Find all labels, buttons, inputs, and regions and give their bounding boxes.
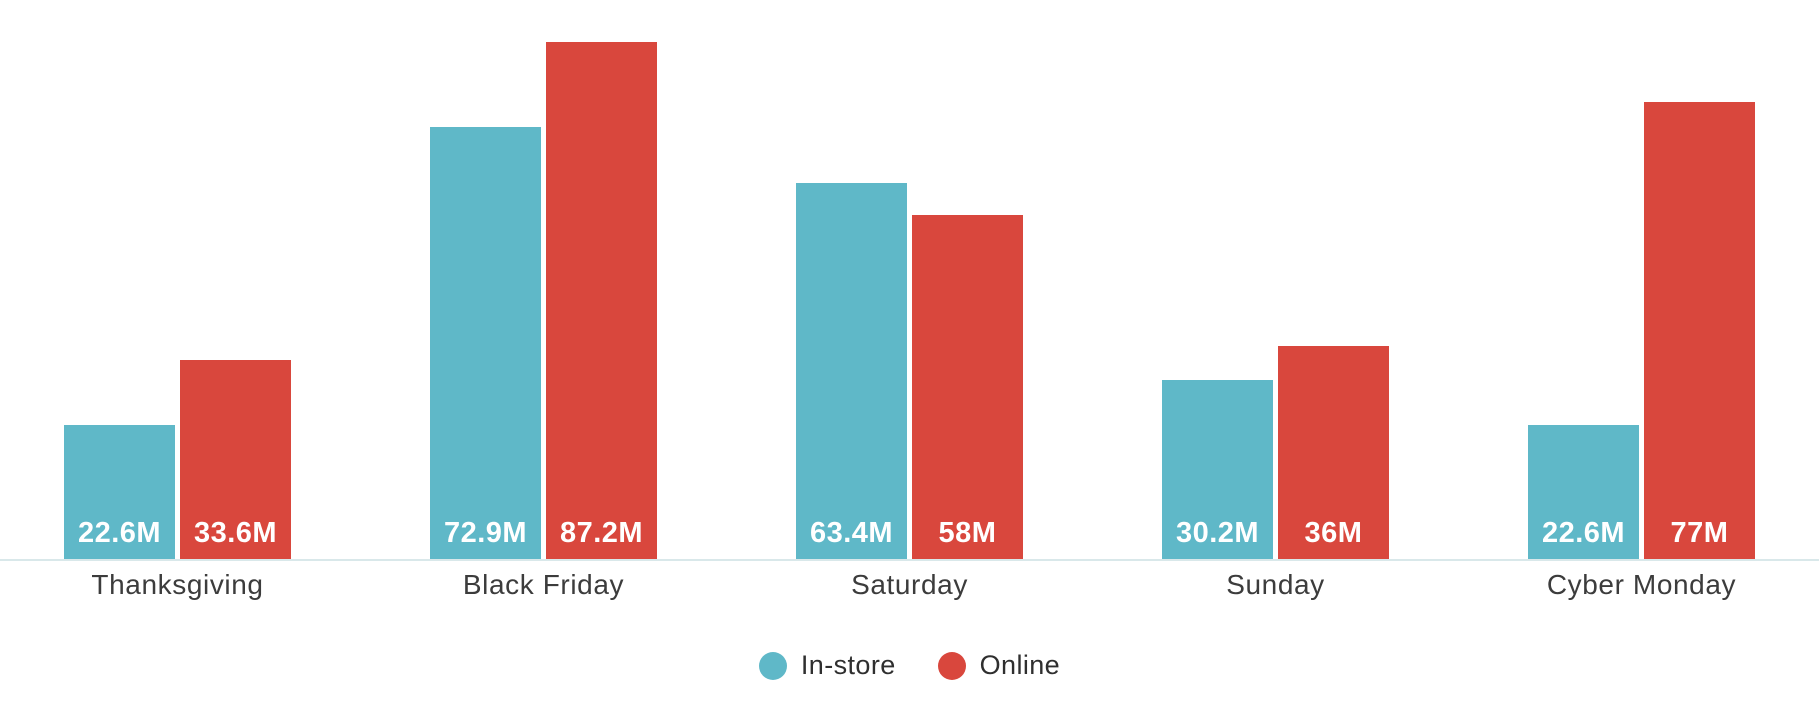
bar-in-store-thanksgiving: 22.6M [64,425,175,559]
bar-online-sunday: 36M [1278,346,1389,559]
category-label-thanksgiving: Thanksgiving [91,569,264,600]
bar-group-sunday: 30.2M 36M [1162,346,1389,559]
legend: In-store Online [0,650,1819,681]
legend-swatch-online [937,651,966,680]
category-axis: Thanksgiving Black Friday Saturday Sunday Cy… [0,569,1819,601]
bar-group-thanksgiving: 22.6M 33.6M [64,360,291,559]
bar-group-saturday: 63.4M 58M [796,183,1023,559]
bar-value-label: 72.9M [443,517,528,549]
category-label-cyber-monday: Cyber Monday [1546,569,1737,600]
legend-swatch-in-store [758,651,787,680]
bar-value-label: 87.2M [559,517,644,549]
bar-online-cyber-monday: 77M [1644,102,1755,559]
bar-value-label: 30.2M [1175,517,1260,549]
bar-value-label: 22.6M [77,517,162,549]
legend-item-in-store: In-store [758,650,896,681]
category-label-sunday: Sunday [1226,569,1325,600]
bar-in-store-sunday: 30.2M [1162,380,1273,559]
bar-value-label: 22.6M [1541,517,1626,549]
legend-item-online: Online [937,650,1061,681]
bar-in-store-cyber-monday: 22.6M [1528,425,1639,559]
bar-group-black-friday: 72.9M 87.2M [430,42,657,559]
bar-online-thanksgiving: 33.6M [180,360,291,559]
category-label-saturday: Saturday [851,569,968,600]
bar-value-label: 33.6M [193,517,278,549]
bar-in-store-black-friday: 72.9M [430,127,541,559]
bar-online-black-friday: 87.2M [546,42,657,559]
bar-value-label: 58M [938,517,997,549]
x-axis-line [0,559,1819,561]
legend-label-in-store: In-store [800,650,896,680]
bar-group-cyber-monday: 22.6M 77M [1528,102,1755,559]
category-label-black-friday: Black Friday [462,569,625,600]
plot-area: 22.6M 33.6M 72.9M 87.2M 63.4M 58M 30.2M 36M 22.6… [0,42,1819,559]
bar-in-store-saturday: 63.4M [796,183,907,559]
bar-online-saturday: 58M [912,215,1023,559]
legend-label-online: Online [979,650,1061,680]
bar-value-label: 36M [1304,517,1363,549]
bar-value-label: 63.4M [809,517,894,549]
bar-value-label: 77M [1670,517,1729,549]
